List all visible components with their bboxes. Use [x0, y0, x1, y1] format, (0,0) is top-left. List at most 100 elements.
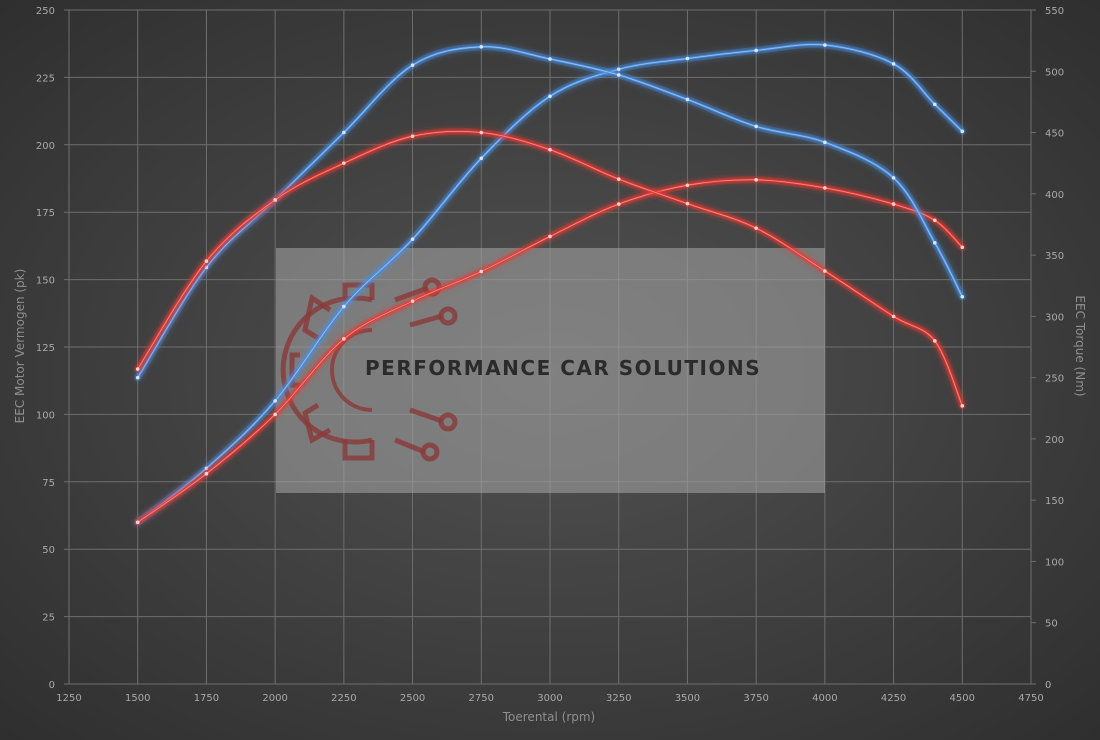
data-point	[960, 245, 965, 250]
data-point	[479, 44, 484, 49]
x-tick-label: 4750	[1018, 693, 1043, 704]
y-right-tick-label: 100	[1045, 557, 1064, 568]
data-point	[891, 202, 896, 206]
x-tick-label: 3000	[537, 693, 562, 704]
data-point	[548, 234, 552, 239]
data-point	[616, 202, 621, 206]
x-tick-label: 1750	[194, 693, 219, 704]
x-axis-title: Toerental (rpm)	[502, 710, 595, 724]
watermark-box	[276, 248, 825, 493]
y-left-tick-label: 25	[42, 613, 55, 624]
y-axis-left-title: EEC Motor Vermogen (pk)	[13, 269, 27, 424]
y-right-tick-label: 0	[1045, 680, 1051, 691]
y-right-tick-label: 50	[1045, 619, 1058, 630]
x-tick-label: 1500	[125, 693, 150, 704]
data-point	[410, 299, 415, 303]
y-left-tick-label: 125	[36, 343, 55, 354]
data-point	[273, 399, 277, 403]
data-point	[548, 94, 552, 99]
data-point	[548, 147, 552, 152]
y-left-tick-label: 100	[36, 410, 55, 421]
y-right-tick-label: 150	[1045, 496, 1064, 507]
data-point	[933, 339, 937, 343]
data-point	[204, 471, 209, 476]
data-point	[616, 73, 621, 77]
data-point	[754, 178, 758, 182]
y-left-tick-label: 50	[42, 545, 55, 556]
y-left-tick-label: 150	[36, 276, 55, 287]
y-left-tick-label: 250	[36, 6, 55, 17]
data-point	[823, 140, 827, 145]
series-3-right	[134, 127, 966, 410]
data-point	[933, 102, 937, 107]
y-left-tick-label: 225	[36, 73, 55, 84]
data-point	[933, 218, 937, 223]
data-point	[204, 259, 209, 264]
x-tick-label: 3250	[606, 693, 631, 704]
data-point	[823, 269, 827, 273]
data-point	[342, 130, 346, 135]
data-point	[342, 337, 346, 341]
data-point	[754, 48, 758, 53]
data-point	[960, 294, 965, 299]
data-point	[891, 62, 896, 66]
data-point	[685, 201, 690, 206]
data-point	[823, 43, 827, 47]
x-tick-label: 3750	[743, 693, 768, 704]
x-tick-label: 2250	[331, 693, 356, 704]
data-point	[410, 134, 415, 139]
data-point	[754, 226, 758, 230]
data-point	[479, 269, 484, 274]
data-point	[135, 375, 140, 380]
data-point	[754, 124, 758, 129]
series-layer	[134, 41, 966, 526]
series-0-left	[134, 41, 966, 526]
x-tick-label: 3500	[675, 693, 700, 704]
data-point	[135, 367, 140, 371]
y-right-tick-label: 350	[1045, 251, 1064, 262]
y-right-tick-label: 200	[1045, 435, 1064, 446]
data-point	[342, 304, 346, 309]
y-left-tick-label: 175	[36, 208, 55, 219]
data-point	[273, 198, 277, 202]
data-point	[342, 161, 346, 165]
x-tick-label: 2750	[469, 693, 494, 704]
data-point	[685, 97, 690, 102]
x-tick-label: 4250	[881, 693, 906, 704]
data-point	[479, 130, 484, 135]
y-right-tick-label: 400	[1045, 190, 1064, 201]
series-core	[137, 130, 963, 406]
data-point	[960, 129, 965, 134]
y-left-tick-label: 75	[42, 478, 55, 489]
y-right-tick-label: 250	[1045, 374, 1064, 385]
data-point	[616, 67, 621, 72]
y-left-tick-label: 0	[49, 680, 55, 691]
data-point	[410, 237, 415, 241]
data-point	[823, 186, 827, 190]
data-point	[933, 241, 937, 245]
data-point	[891, 176, 896, 180]
x-tick-label: 4500	[950, 693, 975, 704]
tick-labels: 1250 1500 1750 2000 2250 2500 2750 3000 3250 3500…	[36, 6, 1064, 704]
data-point	[410, 63, 415, 67]
y-left-tick-label: 200	[36, 141, 55, 152]
data-point	[479, 156, 484, 161]
y-right-tick-label: 550	[1045, 6, 1064, 17]
data-point	[616, 177, 621, 181]
x-tick-label: 4000	[812, 693, 837, 704]
x-tick-label: 2000	[262, 693, 287, 704]
x-tick-label: 1250	[56, 693, 81, 704]
y-right-tick-label: 300	[1045, 312, 1064, 323]
watermark-text: PERFORMANCE CAR SOLUTIONS	[365, 356, 761, 380]
data-point	[685, 56, 690, 61]
y-right-tick-label: 450	[1045, 129, 1064, 140]
data-point	[960, 404, 965, 408]
y-right-tick-label: 500	[1045, 67, 1064, 78]
data-point	[685, 183, 690, 188]
x-tick-label: 2500	[400, 693, 425, 704]
series-1-left	[134, 176, 966, 526]
data-point	[273, 412, 277, 417]
data-point	[135, 520, 140, 525]
